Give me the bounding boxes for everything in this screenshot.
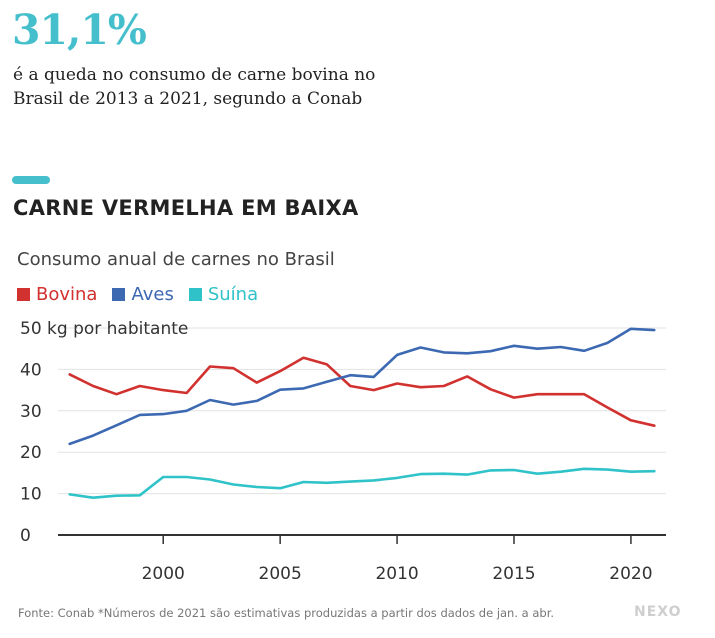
x-tick-label: 2020 (609, 564, 652, 584)
y-tick-label: 30 (20, 402, 42, 422)
x-tick-label: 2000 (142, 564, 185, 584)
y-tick-label: 0 (20, 526, 31, 546)
series-line-aves (68, 327, 656, 446)
chart-title: CARNE VERMELHA EM BAIXA (13, 196, 359, 220)
x-tick-label: 2015 (492, 564, 535, 584)
x-tick-label: 2005 (259, 564, 302, 584)
legend-item-suina: Suína (188, 284, 259, 305)
series-line-suina (68, 467, 656, 500)
y-tick-label: 20 (20, 443, 42, 463)
x-tick-label: 2010 (375, 564, 418, 584)
legend-swatch-suina (188, 288, 202, 301)
series-line-bovina (68, 356, 656, 428)
y-tick-label: 10 (20, 485, 42, 505)
nexo-logo: NEXO (634, 604, 682, 620)
legend-swatch-aves (112, 288, 126, 301)
y-tick-label: 40 (20, 360, 42, 380)
accent-bar (12, 176, 50, 184)
y-tick-label: 50 kg por habitante (20, 319, 188, 339)
headline-stat: 31,1% (12, 6, 147, 54)
legend-swatch-bovina (17, 288, 30, 301)
legend: Bovina Aves Suína (17, 284, 258, 305)
legend-label-suina: Suína (207, 284, 259, 305)
legend-label-aves: Aves (131, 284, 174, 305)
chart-subtitle: Consumo anual de carnes no Brasil (17, 249, 335, 270)
source-note: Fonte: Conab *Números de 2021 são estima… (18, 606, 555, 620)
legend-item-aves: Aves (112, 284, 174, 305)
headline-description: é a queda no consumo de carne bovina no … (13, 65, 376, 109)
line-chart: 0 10 20 30 40 50 kg por habitante 2000 2005 2010… (20, 319, 666, 584)
legend-item-bovina: Bovina (17, 284, 97, 305)
legend-label-bovina: Bovina (36, 284, 98, 305)
